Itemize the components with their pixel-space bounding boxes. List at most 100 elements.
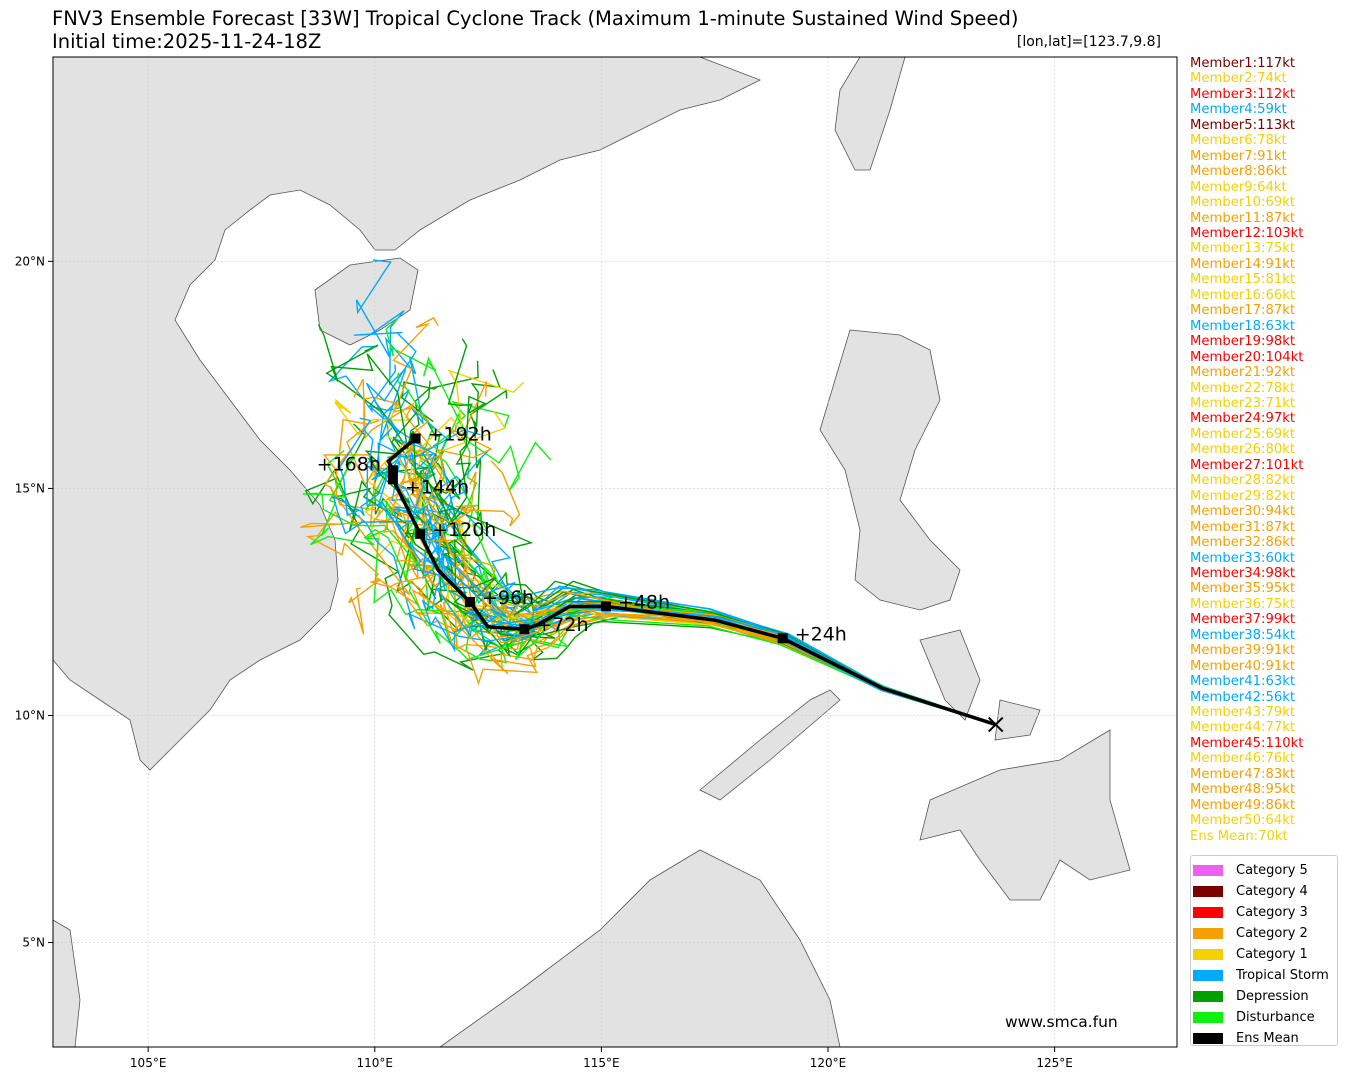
- legend-item: Category 2: [1191, 923, 1337, 944]
- forecast-hour-label: +72h: [536, 614, 588, 636]
- member-intensity-item: Member31:87kt: [1190, 519, 1296, 535]
- legend-swatch: [1193, 865, 1223, 876]
- legend-label: Category 5: [1236, 863, 1308, 878]
- member-intensity-item: Member12:103kt: [1190, 225, 1304, 241]
- legend-item: Tropical Storm: [1191, 965, 1337, 986]
- member-intensity-list: Member1:117kt Member2:74kt Member3:112kt Me…: [1190, 56, 1303, 844]
- member-intensity-item: Member23:71kt: [1190, 395, 1296, 411]
- member-intensity-item: Member16:66kt: [1190, 287, 1296, 303]
- member-intensity-item: Member46:76kt: [1190, 751, 1296, 767]
- member-track: [385, 317, 996, 726]
- legend-item: Category 5: [1191, 860, 1337, 881]
- x-tick-label: 125°E: [1036, 1056, 1073, 1070]
- member-intensity-item: Member18:63kt: [1190, 318, 1296, 334]
- x-tick-label: 115°E: [583, 1056, 620, 1070]
- legend-swatch: [1193, 928, 1223, 939]
- member-intensity-item: Member8:86kt: [1190, 164, 1287, 180]
- member-intensity-item: Member45:110kt: [1190, 735, 1304, 751]
- forecast-point-marker: [519, 624, 530, 635]
- y-tick-label: 15°N: [15, 481, 45, 495]
- legend-swatch: [1193, 886, 1223, 897]
- legend: Category 5 Category 4 Category 3 Category 2…: [1190, 855, 1338, 1046]
- legend-item: Disturbance: [1191, 1007, 1337, 1028]
- legend-item: Category 1: [1191, 944, 1337, 965]
- member-intensity-item: Member9:64kt: [1190, 179, 1287, 195]
- member-intensity-item: Member22:78kt: [1190, 380, 1296, 396]
- legend-label: Category 4: [1236, 884, 1308, 899]
- member-intensity-item: Member1:117kt: [1190, 56, 1296, 71]
- member-intensity-item: Member7:91kt: [1190, 148, 1287, 164]
- member-intensity-item: Member15:81kt: [1190, 272, 1296, 288]
- x-tick-label: 110°E: [357, 1056, 394, 1070]
- forecast-hour-label: +168h: [317, 453, 381, 475]
- legend-swatch: [1193, 1033, 1223, 1044]
- member-intensity-item: Member20:104kt: [1190, 349, 1304, 365]
- member-intensity-item: Member41:63kt: [1190, 674, 1296, 690]
- x-tick-label: 120°E: [810, 1056, 847, 1070]
- member-intensity-item: Member17:87kt: [1190, 303, 1296, 319]
- member-intensity-item: Member48:95kt: [1190, 782, 1296, 798]
- member-intensity-item: Member43:79kt: [1190, 705, 1296, 721]
- member-intensity-item: Member21:92kt: [1190, 365, 1296, 381]
- member-intensity-item: Member25:69kt: [1190, 426, 1296, 442]
- member-intensity-item: Member36:75kt: [1190, 596, 1296, 612]
- forecast-point-marker: [387, 474, 398, 485]
- member-intensity-item: Member27:101kt: [1190, 457, 1304, 473]
- member-intensity-item: Member50:64kt: [1190, 813, 1296, 829]
- forecast-point-marker: [387, 465, 398, 476]
- y-tick-label: 10°N: [15, 708, 45, 722]
- member-intensity-item: Member5:113kt: [1190, 117, 1296, 133]
- forecast-point-marker: [464, 596, 475, 607]
- forecast-point-marker: [600, 601, 611, 612]
- legend-swatch: [1193, 907, 1223, 918]
- legend-swatch: [1193, 949, 1223, 960]
- lonlat-readout: [lon,lat]=[123.7,9.8]: [1016, 34, 1161, 50]
- member-track: [309, 452, 996, 726]
- member-intensity-item: Member14:91kt: [1190, 256, 1296, 272]
- legend-swatch: [1193, 1012, 1223, 1023]
- legend-item: Category 3: [1191, 902, 1337, 923]
- member-intensity-item: Member4:59kt: [1190, 102, 1287, 118]
- member-intensity-item: Member44:77kt: [1190, 720, 1296, 736]
- y-tick-label: 5°N: [22, 936, 45, 950]
- forecast-point-marker: [415, 528, 426, 539]
- member-intensity-item: Member19:98kt: [1190, 334, 1296, 350]
- member-intensity-item: Member28:82kt: [1190, 473, 1296, 489]
- member-intensity-item: Member10:69kt: [1190, 195, 1296, 211]
- forecast-hour-label: +120h: [432, 519, 496, 541]
- member-track: [332, 417, 996, 726]
- map-frame: [52, 56, 1178, 1048]
- member-intensity-item: Member40:91kt: [1190, 658, 1296, 674]
- member-track: [392, 316, 996, 726]
- legend-label: Category 1: [1236, 947, 1308, 962]
- legend-label: Disturbance: [1236, 1010, 1315, 1025]
- website-label: www.smca.fun: [1005, 1013, 1118, 1031]
- legend-label: Category 2: [1236, 926, 1308, 941]
- member-intensity-item: Member47:83kt: [1190, 766, 1296, 782]
- legend-item: Depression: [1191, 986, 1337, 1007]
- member-intensity-item: Member38:54kt: [1190, 627, 1296, 643]
- forecast-hour-label: +24h: [795, 623, 847, 645]
- member-intensity-item: Member11:87kt: [1190, 210, 1296, 226]
- member-intensity-item: Member49:86kt: [1190, 797, 1296, 813]
- initial-position-marker: [988, 716, 1004, 733]
- member-intensity-item: Member6:78kt: [1190, 133, 1287, 149]
- forecast-point-marker: [410, 433, 421, 444]
- legend-swatch: [1193, 970, 1223, 981]
- chart-subtitle: Initial time:2025-11-24-18Z: [52, 30, 322, 53]
- member-track: [317, 324, 996, 726]
- member-track: [446, 338, 996, 726]
- forecast-hour-label: +144h: [405, 476, 469, 498]
- forecast-point-marker: [777, 633, 788, 644]
- member-intensity-item: Member34:98kt: [1190, 565, 1296, 581]
- legend-label: Tropical Storm: [1236, 968, 1329, 983]
- forecast-hour-label: +96h: [482, 587, 534, 609]
- member-intensity-item: Member32:86kt: [1190, 535, 1296, 551]
- member-track: [323, 418, 996, 726]
- legend-item: Category 4: [1191, 881, 1337, 902]
- legend-label: Ens Mean: [1236, 1031, 1299, 1046]
- member-intensity-item: Member39:91kt: [1190, 643, 1296, 659]
- member-track: [383, 442, 996, 726]
- chart-title: FNV3 Ensemble Forecast [33W] Tropical Cy…: [52, 7, 1019, 30]
